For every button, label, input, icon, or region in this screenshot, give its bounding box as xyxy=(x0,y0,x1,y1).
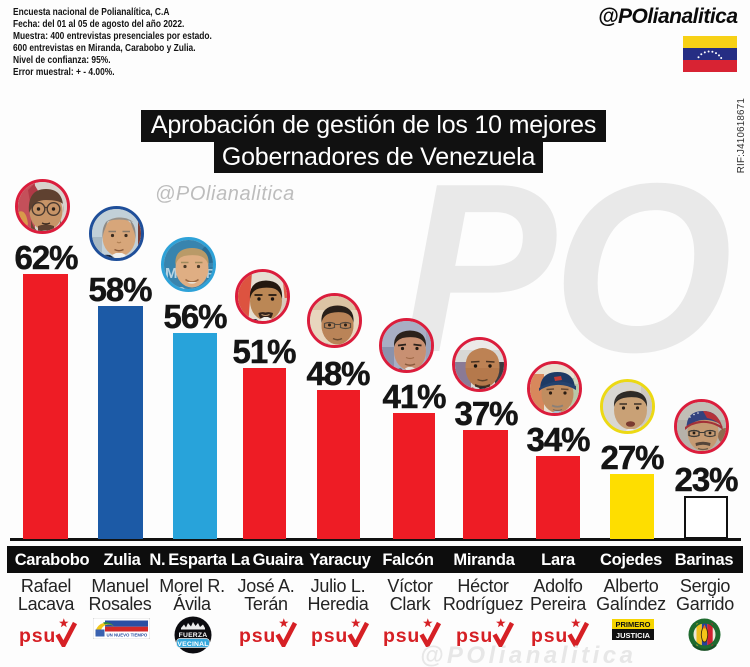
svg-text:psu: psu xyxy=(19,625,56,647)
svg-text:psu: psu xyxy=(311,625,348,647)
svg-text:psu: psu xyxy=(456,625,493,647)
svg-text:M: M xyxy=(165,265,178,282)
svg-text:UN NUEVO TIEMPO: UN NUEVO TIEMPO xyxy=(107,633,148,638)
svg-text:psu: psu xyxy=(531,625,568,647)
svg-text:R: R xyxy=(206,266,216,281)
svg-text:psu: psu xyxy=(239,625,276,647)
svg-text:VECINAL: VECINAL xyxy=(177,641,208,648)
svg-text:PRIMERO: PRIMERO xyxy=(615,620,650,629)
svg-text:FUERZA: FUERZA xyxy=(179,632,208,639)
svg-text:psu: psu xyxy=(383,625,420,647)
svg-text:JUSTICIA: JUSTICIA xyxy=(616,631,651,640)
